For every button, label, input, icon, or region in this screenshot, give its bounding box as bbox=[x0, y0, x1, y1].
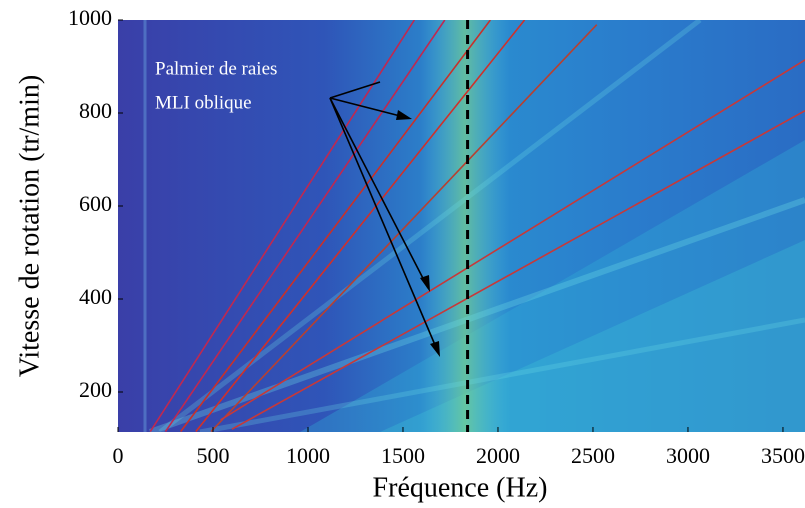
x-tick-label: 1500 bbox=[381, 443, 425, 468]
harmonic-line bbox=[180, 20, 492, 432]
annotation: Palmier de raies bbox=[155, 58, 277, 79]
x-tick-label: 3000 bbox=[666, 443, 710, 468]
y-tick-label: 200 bbox=[79, 377, 112, 402]
y-tick-label: 1000 bbox=[68, 5, 112, 30]
arrow-heads bbox=[396, 110, 440, 357]
y-tick-label: 800 bbox=[79, 98, 112, 123]
x-tick-label: 2000 bbox=[476, 443, 520, 468]
harmonic-line bbox=[220, 59, 805, 421]
harmonic-line bbox=[210, 24, 598, 432]
marks bbox=[149, 20, 805, 432]
harmonic-line bbox=[149, 20, 416, 432]
x-tick-label: 2500 bbox=[571, 443, 615, 468]
x-tick-label: 3500 bbox=[761, 443, 805, 468]
harmonic-line bbox=[231, 109, 805, 430]
x-tick-label: 500 bbox=[196, 443, 229, 468]
x-tick-label: 1000 bbox=[286, 443, 330, 468]
y-axis-title: Vitesse de rotation (tr/min) bbox=[14, 75, 45, 377]
harmonic-line bbox=[164, 20, 446, 432]
y-tick-label: 400 bbox=[79, 284, 112, 309]
y-tick-label: 600 bbox=[79, 191, 112, 216]
harmonic-line bbox=[195, 20, 526, 432]
x-tick-label: 0 bbox=[113, 443, 124, 468]
spectrogram-background bbox=[118, 20, 805, 432]
x-axis-title: Fréquence (Hz) bbox=[373, 472, 548, 503]
annotation-arrows bbox=[329, 81, 439, 353]
annotation: MLI oblique bbox=[155, 92, 252, 113]
